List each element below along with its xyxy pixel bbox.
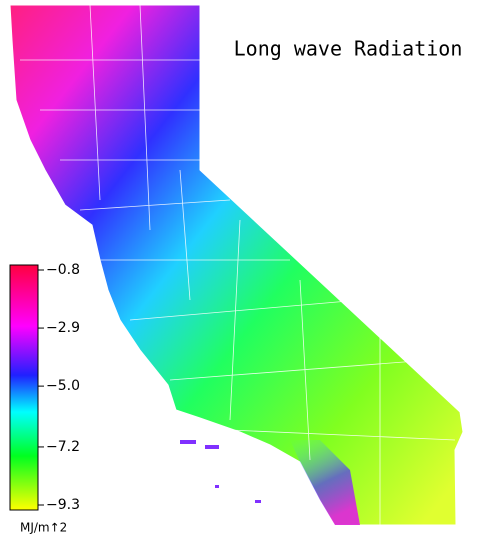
colorbar-tick-label: −5.0 [46, 378, 80, 394]
california [9, 4, 464, 526]
colorbar-unit: MJ/m↑2 [20, 521, 67, 535]
colorbar-tick-label: −0.8 [46, 262, 80, 278]
colorbar-tick-label: −7.2 [46, 439, 80, 455]
colorbar [9, 264, 39, 511]
south-coast [290, 440, 360, 525]
islands [180, 440, 261, 503]
colorbar-tick-label: −9.3 [46, 497, 80, 513]
colorbar-tick-label: −2.9 [46, 320, 80, 336]
map-title: Long wave Radiation [234, 37, 463, 61]
county-lines [20, 4, 456, 525]
